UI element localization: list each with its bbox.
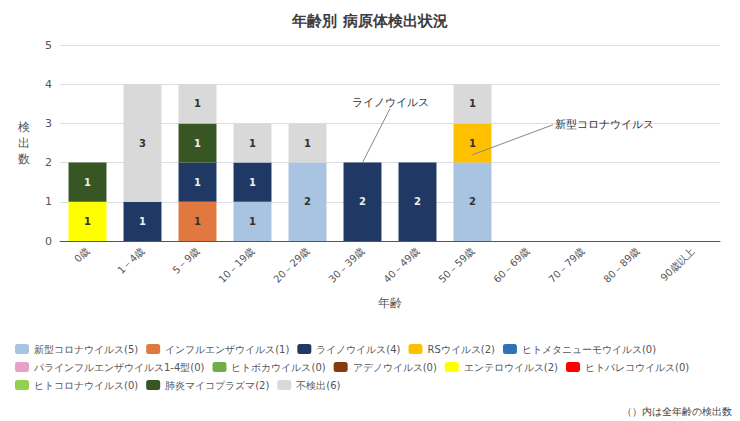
svg-text:1: 1 [84,216,91,227]
svg-text:30－39歳: 30－39歳 [326,245,366,285]
svg-text:ライノウイルス(4): ライノウイルス(4) [316,344,400,355]
svg-text:RSウイルス(2): RSウイルス(2) [427,344,495,355]
svg-text:1: 1 [249,177,256,188]
svg-text:ヒトボカウイルス(0): ヒトボカウイルス(0) [231,362,325,373]
svg-text:2: 2 [304,196,311,207]
svg-text:肺炎マイコプラズマ(2): 肺炎マイコプラズマ(2) [165,380,269,391]
svg-text:1－4歳: 1－4歳 [115,245,146,276]
svg-text:0: 0 [45,235,52,248]
svg-text:3: 3 [45,117,52,130]
svg-text:4: 4 [45,78,52,91]
svg-text:（）内は全年齢の検出数: （）内は全年齢の検出数 [622,406,732,417]
svg-text:1: 1 [469,98,476,109]
svg-text:ヒトコロナウイルス(0): ヒトコロナウイルス(0) [34,380,138,391]
svg-text:パラインフルエンザウイルス1-4型(0): パラインフルエンザウイルス1-4型(0) [33,362,205,373]
svg-text:年齢別 病原体検出状況: 年齢別 病原体検出状況 [291,12,447,30]
svg-text:1: 1 [139,216,146,227]
svg-text:0歳: 0歳 [72,245,91,264]
svg-text:ライノウイルス: ライノウイルス [352,96,429,109]
svg-text:不検出(6): 不検出(6) [296,380,340,391]
svg-text:検: 検 [18,120,30,134]
svg-text:エンテロウイルス(2): エンテロウイルス(2) [464,362,558,373]
svg-text:20－29歳: 20－29歳 [271,245,311,285]
svg-text:50－59歳: 50－59歳 [436,245,476,285]
svg-text:3: 3 [139,138,146,149]
svg-text:80－89歳: 80－89歳 [601,245,641,285]
svg-text:1: 1 [194,98,201,109]
svg-text:60－69歳: 60－69歳 [491,245,531,285]
svg-text:5: 5 [45,39,52,52]
svg-text:アデノウイルス(0): アデノウイルス(0) [353,362,437,373]
svg-text:1: 1 [304,138,311,149]
svg-text:2: 2 [359,196,366,207]
svg-text:5－9歳: 5－9歳 [170,245,201,276]
svg-text:1: 1 [194,138,201,149]
svg-text:40－49歳: 40－49歳 [381,245,421,285]
svg-text:数: 数 [18,152,30,166]
svg-text:1: 1 [249,138,256,149]
svg-text:1: 1 [84,177,91,188]
svg-text:年齢: 年齢 [378,296,402,310]
svg-text:2: 2 [45,156,52,169]
svg-text:インフルエンザウイルス(1): インフルエンザウイルス(1) [165,344,289,355]
svg-text:1: 1 [469,138,476,149]
svg-text:ヒトパレコウイルス(0): ヒトパレコウイルス(0) [585,362,689,373]
svg-text:出: 出 [18,136,30,150]
svg-text:2: 2 [414,196,421,207]
svg-text:1: 1 [45,195,52,208]
svg-text:90歳以上: 90歳以上 [658,245,696,283]
svg-text:2: 2 [469,196,476,207]
svg-text:ヒトメタニューモウイルス(0): ヒトメタニューモウイルス(0) [522,344,656,355]
svg-text:1: 1 [249,216,256,227]
svg-text:70－79歳: 70－79歳 [546,245,586,285]
svg-text:1: 1 [194,177,201,188]
svg-text:新型コロナウイルス(5): 新型コロナウイルス(5) [34,344,138,355]
svg-text:10－19歳: 10－19歳 [216,245,256,285]
svg-text:1: 1 [194,216,201,227]
svg-text:新型コロナウイルス: 新型コロナウイルス [555,118,654,131]
